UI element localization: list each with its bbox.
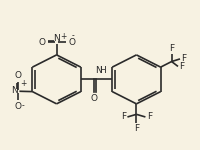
Text: F: F [179,62,184,71]
Text: -: - [71,31,74,40]
Text: H: H [99,66,106,75]
Text: +: + [20,79,27,88]
Text: F: F [181,54,186,63]
Text: F: F [168,44,173,53]
Text: N: N [94,66,101,75]
Text: O: O [68,38,75,47]
Text: N: N [11,86,18,95]
Text: O: O [15,71,22,80]
Text: F: F [120,112,125,122]
Text: -: - [22,101,25,110]
Text: O: O [90,94,97,103]
Text: O: O [38,38,45,47]
Text: N: N [53,34,60,43]
Text: O: O [15,102,22,111]
Text: +: + [60,32,66,40]
Text: F: F [133,124,138,133]
Text: F: F [146,112,151,122]
